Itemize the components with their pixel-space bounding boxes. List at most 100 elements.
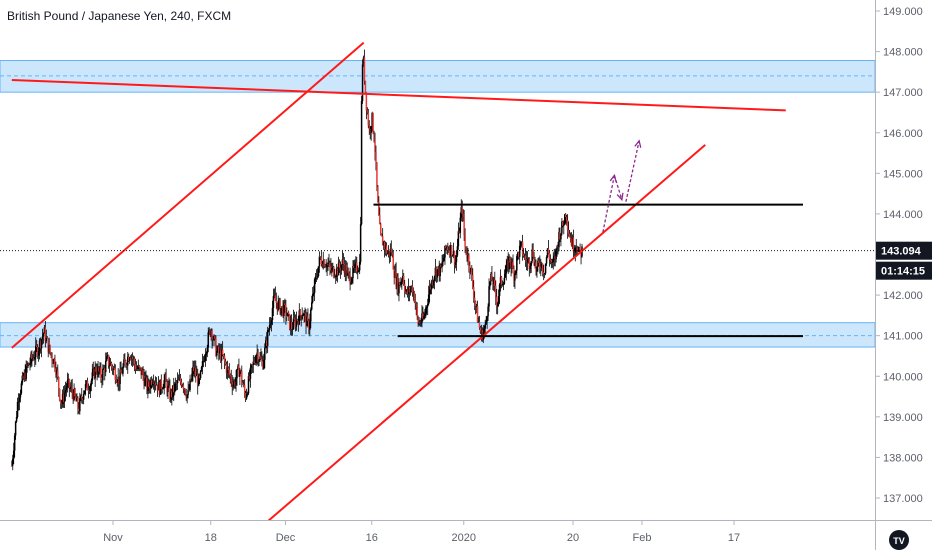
zone-rect-1[interactable]: [0, 322, 875, 348]
candle-body: [485, 321, 487, 325]
candle-body: [266, 330, 269, 346]
candle-body: [509, 256, 511, 263]
candle-body: [223, 356, 226, 362]
trend-lines[interactable]: [11, 41, 803, 523]
candle-body: [534, 262, 536, 265]
candle-body: [101, 377, 103, 381]
candle-body: [68, 379, 71, 389]
candle-body: [337, 262, 340, 276]
candle-body: [568, 233, 571, 238]
candle-body: [409, 289, 412, 293]
candle-body: [464, 235, 466, 247]
candle-body: [265, 340, 267, 348]
candle-body: [114, 368, 117, 381]
candle-body: [29, 363, 31, 365]
candle-body: [268, 325, 271, 331]
candle-body: [202, 360, 205, 362]
candle-body: [512, 262, 514, 269]
candle-body: [296, 319, 299, 321]
candle-body: [11, 465, 13, 467]
candle-body: [233, 381, 235, 385]
candle-body: [408, 287, 411, 293]
candle-body: [74, 389, 76, 397]
candle-body: [275, 300, 278, 303]
candle-body: [125, 360, 127, 365]
candle-body: [536, 266, 538, 272]
candle-body: [353, 266, 355, 269]
candle-body: [286, 315, 288, 317]
candle-body: [358, 261, 361, 271]
candle-body: [249, 367, 252, 380]
candle-body: [382, 242, 385, 246]
candle-body: [39, 340, 42, 349]
candle-body: [476, 306, 479, 323]
time-axis[interactable]: Nov 18 Dec 16 2020 20 Feb 17: [103, 520, 740, 544]
candle-body: [430, 281, 433, 290]
candle-body: [472, 287, 475, 298]
candle-body: [242, 382, 244, 385]
candle-body: [342, 259, 345, 264]
candle-body: [363, 57, 366, 81]
candle-body: [578, 247, 580, 250]
candle-body: [457, 231, 460, 247]
candle-body: [465, 246, 467, 254]
candle-body: [160, 379, 163, 390]
candle-body: [338, 262, 341, 268]
candle-body: [545, 257, 548, 264]
candle-body: [504, 273, 507, 278]
price-axis[interactable]: 149.000 148.000 147.000 146.000 145.000 144.0…: [875, 6, 923, 505]
candle-body: [277, 301, 279, 310]
candle-body: [450, 245, 453, 257]
candle-body: [59, 399, 62, 404]
candle-body: [151, 383, 154, 386]
tradingview-logo-text: TV: [893, 536, 905, 546]
candle-body: [330, 266, 332, 271]
candle-body: [544, 263, 547, 274]
candle-body: [442, 261, 444, 263]
candle-body: [221, 349, 224, 355]
trend-line-2[interactable]: [267, 144, 706, 522]
projection-segment: [613, 175, 623, 200]
last-price-badge: [876, 241, 932, 260]
candle-body: [40, 339, 43, 349]
candle-body: [418, 322, 420, 325]
trend-line-1[interactable]: [11, 78, 786, 112]
candle-body: [37, 350, 40, 356]
candle-body: [414, 301, 417, 304]
projection-arrowhead: [634, 139, 642, 148]
candle-body: [438, 266, 440, 277]
candle-body: [186, 394, 188, 398]
candle-body: [57, 370, 59, 378]
candle-body: [35, 345, 38, 348]
candle-body: [25, 364, 27, 380]
candle-body: [226, 367, 229, 373]
candle-body: [502, 283, 505, 285]
candle-body: [259, 356, 261, 361]
price-tick-label: 149.000: [883, 6, 923, 18]
candle-body: [349, 274, 351, 284]
candle-body: [146, 377, 148, 391]
candle-body: [329, 262, 331, 267]
chart-title: British Pound / Japanese Yen, 240, FXCM: [7, 9, 232, 23]
candle-body: [218, 346, 220, 354]
candle-body: [158, 381, 161, 395]
candle-body: [332, 266, 334, 268]
candle-body: [522, 254, 525, 257]
tradingview-badge[interactable]: TV: [889, 530, 909, 550]
candle-body: [289, 322, 292, 329]
candle-body: [164, 375, 166, 381]
candle-body: [60, 403, 63, 405]
trend-line-0[interactable]: [11, 41, 365, 349]
candle-body: [58, 377, 60, 390]
candle-body: [472, 275, 474, 288]
candle-body: [255, 356, 257, 363]
candle-body: [549, 259, 552, 261]
price-tick-label: 140.000: [883, 371, 923, 383]
candle-body: [412, 292, 415, 294]
candle-body: [190, 379, 192, 381]
candle-body: [12, 458, 14, 466]
candle-body: [142, 370, 144, 377]
candle-body: [359, 224, 362, 262]
